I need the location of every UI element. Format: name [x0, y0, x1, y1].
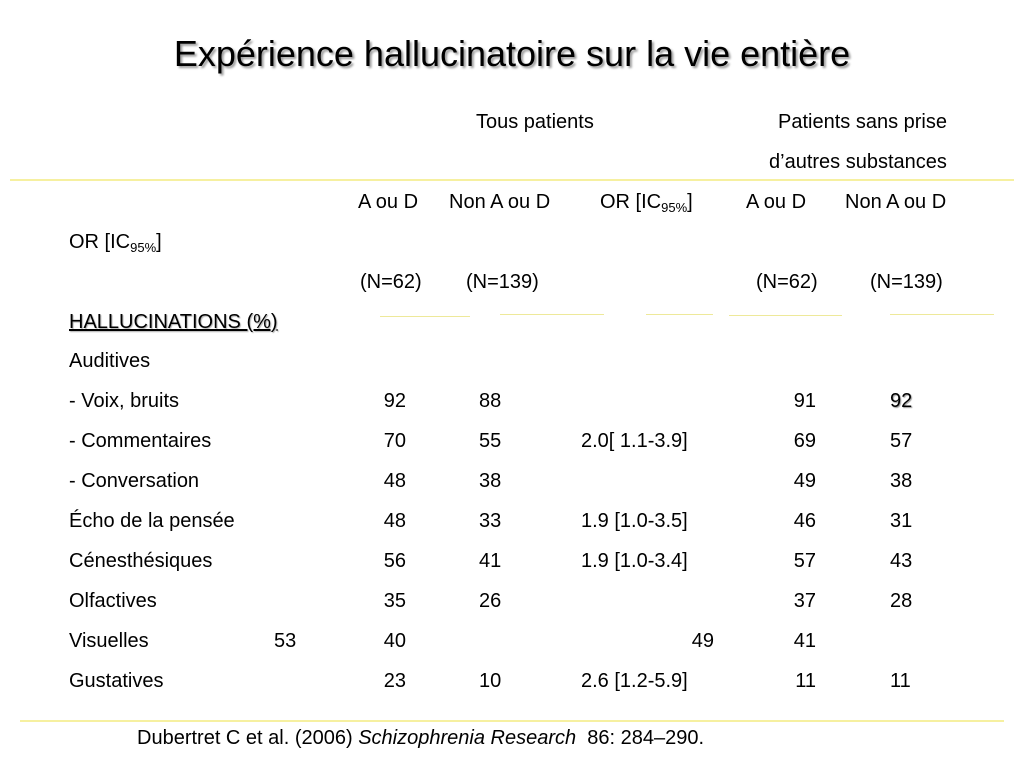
col-header-non-a-ou-d-1: Non A ou D	[449, 191, 551, 213]
cell-non-a-ou-d-1: 33	[479, 510, 502, 532]
cell-non-a-ou-d-2: 57	[890, 430, 913, 452]
row-label: Gustatives	[69, 670, 164, 692]
cell-or-1: 1.9 [1.0-3.4]	[581, 550, 688, 572]
cell-a-ou-d-2: 46	[793, 510, 816, 532]
cell-a-ou-d-1: 70	[383, 430, 406, 452]
row-label: Visuelles	[69, 630, 149, 652]
column-underline-2	[500, 314, 604, 315]
cell-non-a-ou-d-1: 26	[479, 590, 502, 612]
section-heading-hallucinations: HALLUCINATIONS (%)	[69, 311, 278, 333]
cell-non-a-ou-d-2: 28	[890, 590, 913, 612]
col-n-non-a-ou-d-2: (N=139)	[870, 271, 943, 293]
column-underline-5	[890, 314, 994, 315]
row-label: Écho de la pensée	[69, 510, 235, 532]
cell-non-a-ou-d-2: 43	[890, 550, 913, 572]
cell-a-ou-d-1: 92	[383, 390, 406, 412]
cell-a-ou-d-1: 40	[383, 630, 406, 652]
citation: Dubertret C et al. (2006) Schizophrenia …	[137, 726, 704, 750]
cell-non-a-ou-d-1: 38	[479, 470, 502, 492]
col-header-a-ou-d-1: A ou D	[358, 191, 419, 213]
group-header-no-substance-line1: Patients sans prise	[778, 111, 947, 133]
col-header-or-2: OR [IC95%]	[69, 231, 162, 255]
category-auditives: Auditives	[69, 350, 151, 372]
cell-a-ou-d-1: 48	[383, 470, 406, 492]
col-header-non-a-ou-d-2: Non A ou D	[845, 191, 947, 213]
cell-a-ou-d-2: 41	[793, 630, 816, 652]
cell-a-ou-d-1: 35	[383, 590, 406, 612]
column-underline-3	[646, 314, 713, 315]
cell-non-a-ou-d-2: 92	[890, 390, 913, 412]
cell-non-a-ou-d-2: 11	[890, 670, 911, 692]
cell-non-a-ou-d-1: 88	[479, 390, 502, 412]
cell-a-ou-d-1: 23	[383, 670, 406, 692]
bottom-rule	[20, 720, 1004, 722]
row-label: Cénesthésiques	[69, 550, 213, 572]
cell-non-a-ou-d-1: 10	[479, 670, 502, 692]
slide-title: Expérience hallucinatoire sur la vie ent…	[173, 33, 851, 74]
column-underline-1	[380, 316, 470, 317]
column-underline-4	[729, 315, 842, 316]
row-label: - Commentaires	[69, 430, 212, 452]
row-label: - Conversation	[69, 470, 200, 492]
cell-non-a-ou-d-1: 41	[479, 550, 502, 572]
citation-volume: 86: 284–290.	[576, 727, 705, 749]
cell-a-ou-d-2: 91	[793, 390, 816, 412]
cell-a-ou-d-2: 37	[793, 590, 816, 612]
cell-a-ou-d-2: 49	[793, 470, 816, 492]
cell-extra: 53	[274, 630, 297, 652]
cell-non-a-ou-d-1: 55	[479, 430, 502, 452]
cell-a-ou-d-1: 56	[383, 550, 406, 572]
cell-a-ou-d-2: 69	[793, 430, 816, 452]
cell-a-ou-d-1: 48	[383, 510, 406, 532]
cell-or-1: 2.0[ 1.1-3.9]	[581, 430, 688, 452]
row-label: Olfactives	[69, 590, 157, 612]
group-header-no-substance-line2: d’autres substances	[769, 151, 947, 173]
col-n-non-a-ou-d-1: (N=139)	[466, 271, 539, 293]
col-n-a-ou-d-1: (N=62)	[360, 271, 422, 293]
cell-or-1: 1.9 [1.0-3.5]	[581, 510, 688, 532]
row-label: - Voix, bruits	[69, 390, 180, 412]
top-rule	[10, 179, 1014, 181]
citation-journal: Schizophrenia Research	[358, 727, 577, 749]
cell-a-ou-d-2: 57	[793, 550, 816, 572]
cell-a-ou-d-2: 11	[795, 670, 816, 692]
col-n-a-ou-d-2: (N=62)	[756, 271, 818, 293]
cell-non-a-ou-d-2: 38	[890, 470, 913, 492]
cell-or-1: 2.6 [1.2-5.9]	[581, 670, 688, 692]
citation-authors: Dubertret C et al. (2006)	[137, 727, 359, 749]
col-header-a-ou-d-2: A ou D	[746, 191, 807, 213]
group-header-all-patients: Tous patients	[476, 111, 594, 133]
cell-non-a-ou-d-2: 31	[890, 510, 913, 532]
cell-or-col: 49	[691, 630, 714, 652]
col-header-or-1: OR [IC95%]	[600, 191, 693, 215]
